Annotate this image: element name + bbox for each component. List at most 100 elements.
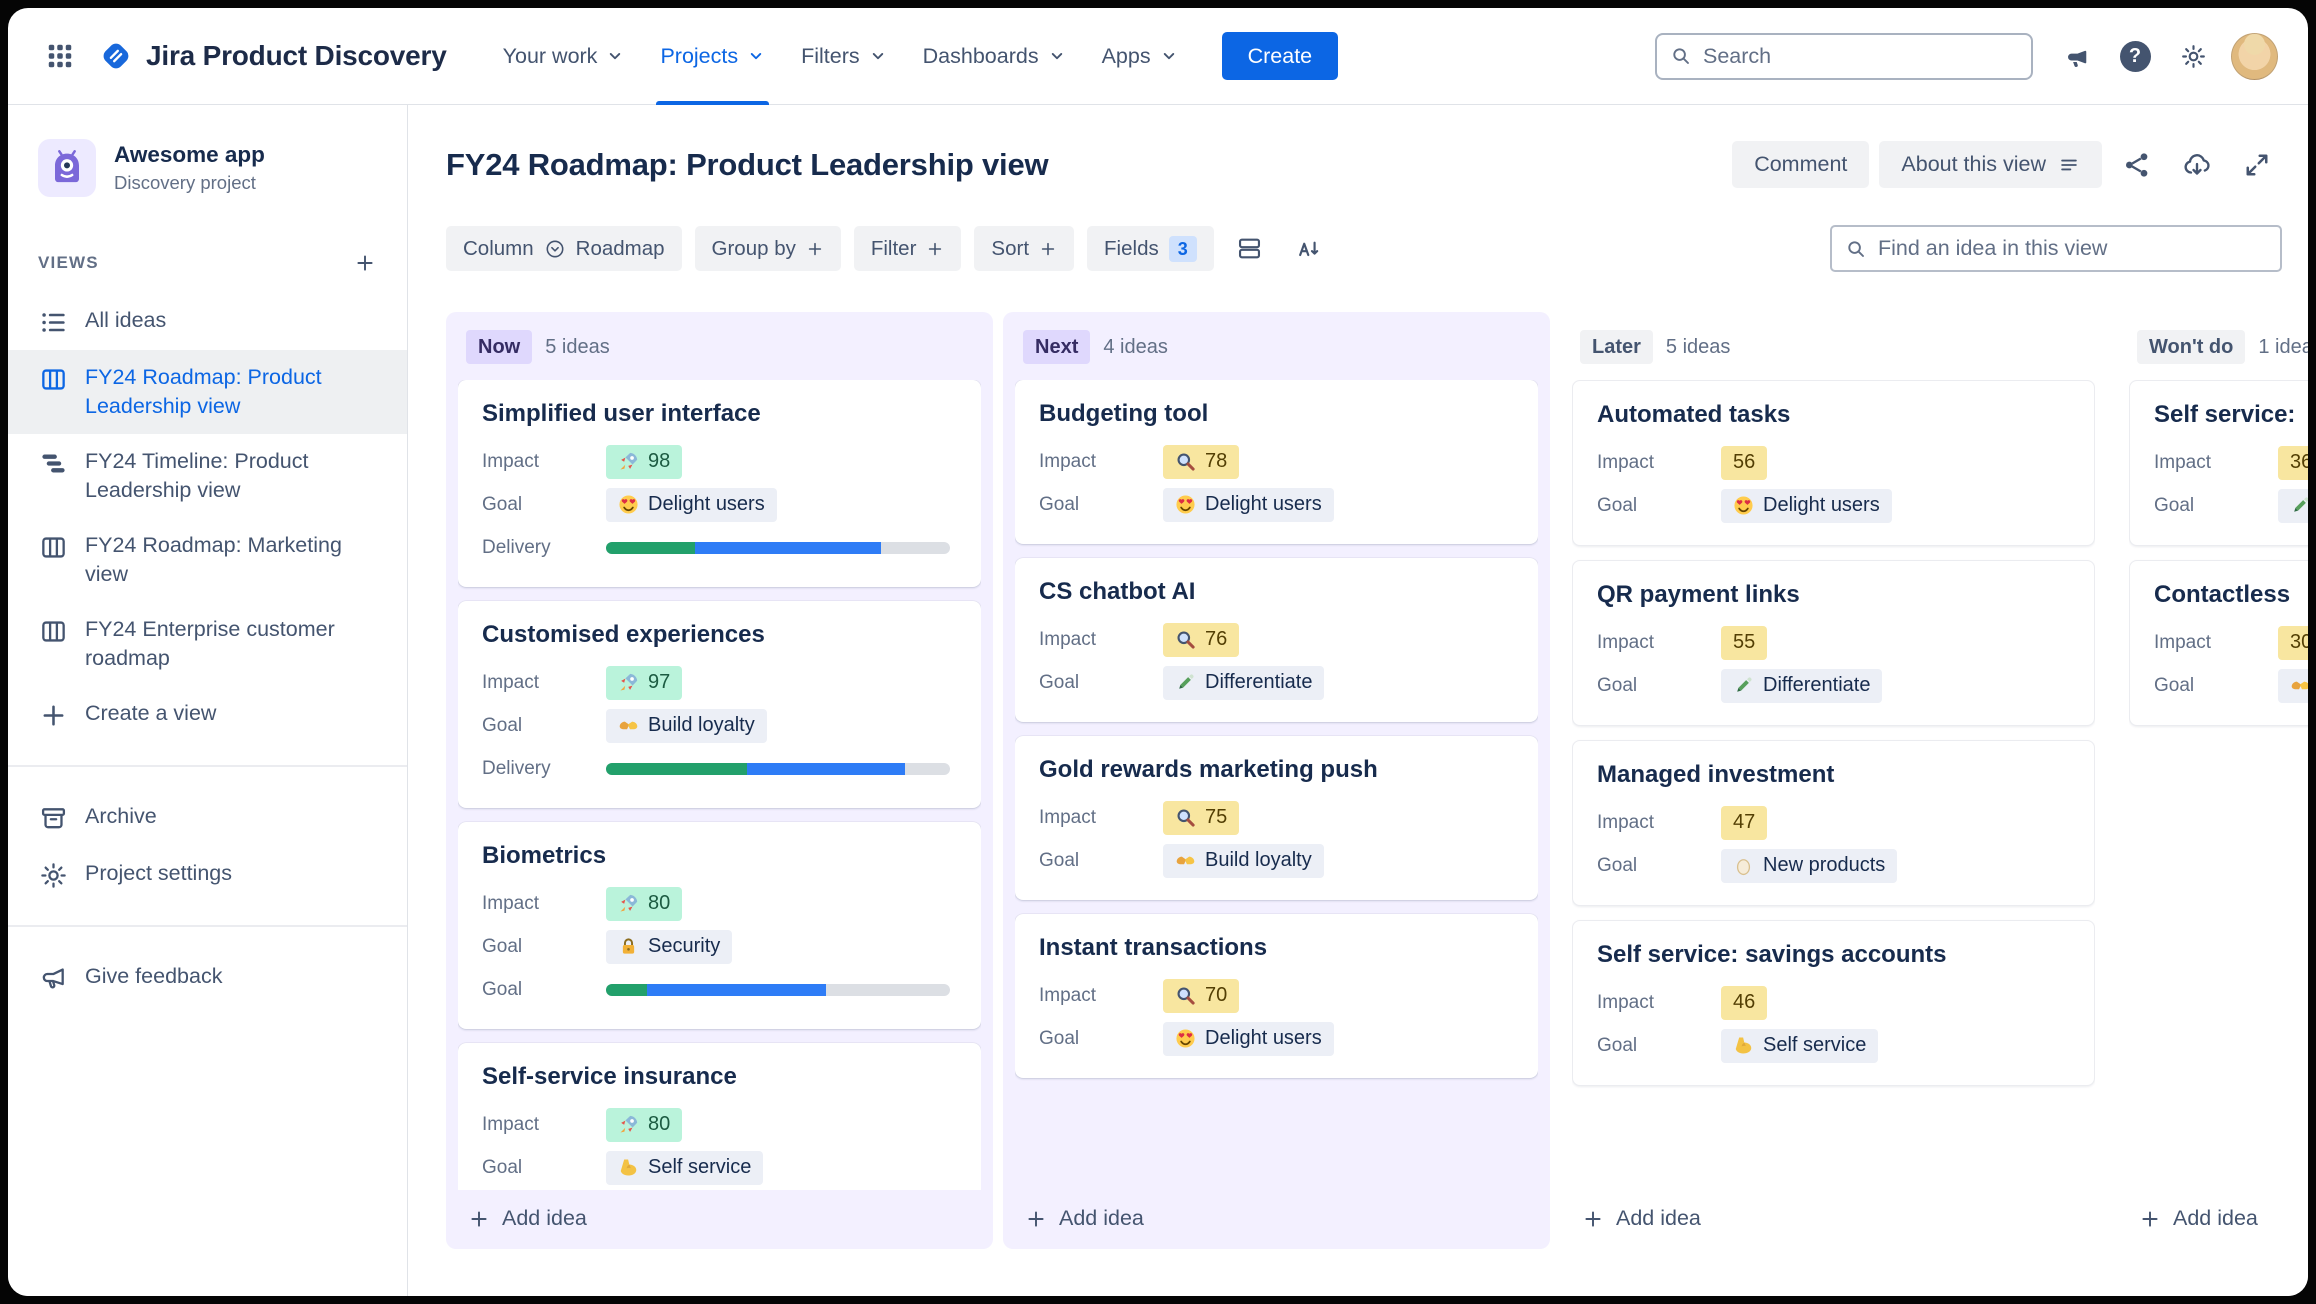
- idea-card[interactable]: Biometrics Impact 80 Goal Security Goal: [458, 822, 981, 1029]
- field-label: Delivery: [482, 536, 551, 558]
- impact-pill[interactable]: 78: [1163, 444, 1240, 479]
- idea-card[interactable]: CS chatbot AI Impact 76 Goal Differentiate: [1015, 558, 1538, 722]
- idea-title: Gold rewards marketing push: [1039, 756, 1378, 783]
- plus-icon: [806, 240, 824, 258]
- goal-pill[interactable]: Delight users: [1721, 488, 1892, 523]
- goal-pill[interactable]: Self service: [1721, 1028, 1879, 1063]
- pill-value: 30: [2290, 631, 2308, 653]
- sidebar-item-give-feedback[interactable]: Give feedback: [8, 949, 407, 1006]
- nav-item-filters[interactable]: Filters: [783, 8, 905, 105]
- add-idea-button[interactable]: Add idea: [458, 1190, 981, 1239]
- nav-item-projects[interactable]: Projects: [642, 8, 783, 105]
- nav-item-apps[interactable]: Apps: [1084, 8, 1196, 105]
- idea-card[interactable]: Budgeting tool Impact 78 Goal Delight users: [1015, 380, 1538, 544]
- column-selector[interactable]: Column Roadmap: [446, 226, 682, 271]
- settings-button[interactable]: [2167, 30, 2219, 82]
- project-name: Awesome app: [114, 142, 265, 167]
- feedback-megaphone-icon: [39, 964, 68, 993]
- impact-pill[interactable]: 55: [1721, 625, 1768, 660]
- impact-pill[interactable]: 80: [606, 886, 683, 921]
- impact-pill[interactable]: 46: [1721, 985, 1768, 1020]
- goal-pill[interactable]: [2278, 488, 2308, 523]
- goal-pill[interactable]: Build loyalty: [1163, 843, 1324, 878]
- idea-card[interactable]: Contactless Impact 30 Goal: [2129, 560, 2308, 726]
- fullscreen-button[interactable]: [2232, 141, 2282, 188]
- profile-button[interactable]: [2231, 32, 2278, 80]
- goal-pill[interactable]: Delight users: [606, 487, 777, 522]
- idea-title: QR payment links: [1597, 581, 1800, 608]
- sidebar-item-archive[interactable]: Archive: [8, 789, 407, 846]
- idea-card[interactable]: Gold rewards marketing push Impact 75 Goal B…: [1015, 736, 1538, 900]
- views-heading: VIEWS: [38, 253, 99, 272]
- nav-item-your-work[interactable]: Your work: [485, 8, 643, 105]
- idea-card[interactable]: QR payment links Impact 55 Goal Differentiat…: [1572, 560, 2095, 726]
- sidebar-item-label: FY24 Roadmap: Marketing view: [85, 533, 342, 587]
- idea-card[interactable]: Automated tasks Impact 56 Goal Delight users: [1572, 380, 2095, 546]
- progress-green-segment: [606, 762, 748, 775]
- field-row: Goal Delight users: [1039, 1017, 1514, 1060]
- impact-pill[interactable]: 97: [606, 665, 683, 700]
- share-button[interactable]: [2112, 141, 2162, 188]
- comment-button[interactable]: Comment: [1732, 141, 1870, 188]
- idea-card[interactable]: Self service: savings accounts Impact 46 Go…: [1572, 920, 2095, 1086]
- global-search-input[interactable]: [1701, 42, 2017, 70]
- sidebar-item-fy24-timeline-product-leadership-view[interactable]: FY24 Timeline: Product Leadership view: [8, 434, 407, 518]
- goal-pill[interactable]: Delight users: [1163, 1021, 1334, 1056]
- pill-value: Build loyalty: [1205, 849, 1312, 871]
- goal-pill[interactable]: Differentiate: [1721, 668, 1883, 703]
- column-count: 1 idea: [2258, 335, 2308, 358]
- publish-button[interactable]: [2172, 141, 2222, 188]
- goal-pill[interactable]: Differentiate: [1163, 665, 1325, 700]
- help-button[interactable]: ?: [2109, 30, 2161, 82]
- idea-card[interactable]: Simplified user interface Impact 98 Goal Del…: [458, 380, 981, 587]
- create-button[interactable]: Create: [1221, 32, 1339, 80]
- impact-pill[interactable]: 47: [1721, 805, 1768, 840]
- impact-pill[interactable]: 76: [1163, 622, 1240, 657]
- nav-item-label: Projects: [660, 43, 739, 68]
- sort-az-button[interactable]: [1286, 226, 1332, 271]
- add-idea-button[interactable]: Add idea: [1015, 1190, 1538, 1239]
- group-by-button[interactable]: Group by: [694, 226, 841, 271]
- app-switcher-button[interactable]: [34, 30, 86, 82]
- filter-button[interactable]: Filter: [853, 226, 962, 271]
- brand[interactable]: Jira Product Discovery: [98, 38, 447, 74]
- goal-pill[interactable]: [2278, 668, 2308, 703]
- add-view-button[interactable]: [343, 241, 387, 285]
- impact-pill[interactable]: 75: [1163, 800, 1240, 835]
- goal-pill[interactable]: Self service: [606, 1150, 764, 1185]
- impact-pill[interactable]: 36: [2278, 445, 2308, 480]
- idea-card[interactable]: Customised experiences Impact 97 Goal Build …: [458, 601, 981, 808]
- impact-pill[interactable]: 70: [1163, 978, 1240, 1013]
- goal-pill[interactable]: New products: [1721, 848, 1898, 883]
- find-idea-input[interactable]: [1876, 235, 2266, 262]
- sidebar-footer: Archive Project settings: [8, 789, 407, 903]
- project-header[interactable]: Awesome app Discovery project: [8, 139, 407, 197]
- sidebar-item-project-settings[interactable]: Project settings: [8, 846, 407, 903]
- global-search[interactable]: [1655, 32, 2033, 80]
- sidebar-item-fy24-enterprise-customer-roadmap[interactable]: FY24 Enterprise customer roadmap: [8, 602, 407, 686]
- idea-card[interactable]: Self-service insurance Impact 80 Goal Self s…: [458, 1043, 981, 1190]
- goal-pill[interactable]: Delight users: [1163, 487, 1334, 522]
- about-view-button[interactable]: About this view: [1879, 141, 2102, 188]
- sidebar-item-create-a-view[interactable]: Create a view: [8, 686, 407, 743]
- goal-pill[interactable]: Build loyalty: [606, 708, 767, 743]
- sort-button[interactable]: Sort: [974, 226, 1075, 271]
- idea-card[interactable]: Instant transactions Impact 70 Goal Delight …: [1015, 914, 1538, 1078]
- find-idea-search[interactable]: [1830, 225, 2282, 272]
- impact-pill[interactable]: 80: [606, 1107, 683, 1142]
- detail-view-button[interactable]: [1227, 226, 1273, 271]
- impact-pill[interactable]: 30: [2278, 625, 2308, 660]
- goal-pill[interactable]: Security: [606, 929, 733, 964]
- add-idea-button[interactable]: Add idea: [1572, 1190, 2095, 1239]
- idea-card[interactable]: Self service: Impact 36 Goal: [2129, 380, 2308, 546]
- impact-pill[interactable]: 56: [1721, 445, 1768, 480]
- nav-item-dashboards[interactable]: Dashboards: [905, 8, 1084, 105]
- impact-pill[interactable]: 98: [606, 444, 683, 479]
- sidebar-item-fy24-roadmap-product-leadership-view[interactable]: FY24 Roadmap: Product Leadership view: [8, 350, 407, 435]
- fields-button[interactable]: Fields 3: [1087, 226, 1214, 271]
- idea-card[interactable]: Managed investment Impact 47 Goal New produc…: [1572, 740, 2095, 906]
- notifications-button[interactable]: [2051, 30, 2103, 82]
- sidebar-item-fy24-roadmap-marketing-view[interactable]: FY24 Roadmap: Marketing view: [8, 518, 407, 602]
- sidebar-item-all-ideas[interactable]: All ideas: [8, 293, 407, 350]
- add-idea-button[interactable]: Add idea: [2129, 1190, 2308, 1239]
